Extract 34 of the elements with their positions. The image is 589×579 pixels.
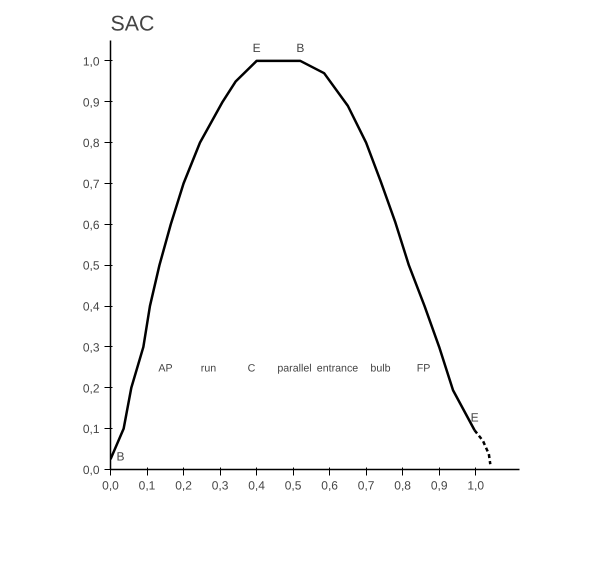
x-tick-label: 0,4 bbox=[248, 478, 266, 492]
annotation: AP bbox=[158, 362, 173, 374]
x-tick-label: 0,0 bbox=[102, 478, 120, 492]
y-tick-label: 0,1 bbox=[82, 422, 100, 436]
x-tick-label: 0,5 bbox=[284, 478, 302, 492]
annotation: run bbox=[200, 362, 216, 374]
x-tick-label: 0,3 bbox=[212, 478, 229, 492]
y-tick-label: 0,7 bbox=[82, 177, 100, 191]
x-tick-label: 0,7 bbox=[358, 478, 375, 492]
annotation: bulb bbox=[370, 362, 391, 374]
annotation: entrance bbox=[316, 362, 358, 374]
x-tick-label: 0,8 bbox=[394, 478, 412, 492]
y-tick-label: 0,5 bbox=[82, 258, 100, 273]
y-tick-label: 0,0 bbox=[82, 463, 100, 477]
chart-title: SAC bbox=[110, 12, 154, 36]
x-tick-label: 0,1 bbox=[138, 478, 156, 492]
annotation: FP bbox=[416, 362, 430, 374]
annotation: B bbox=[116, 449, 125, 464]
y-tick-label: 0,6 bbox=[82, 218, 100, 232]
x-tick-label: 0,6 bbox=[321, 478, 338, 492]
y-tick-label: 0,8 bbox=[82, 136, 100, 150]
annotation: C bbox=[248, 362, 256, 374]
x-tick-label: 0,2 bbox=[175, 478, 192, 492]
y-tick-label: 1,0 bbox=[82, 54, 100, 68]
x-tick-label: 1,0 bbox=[467, 478, 484, 492]
annotation: E bbox=[470, 410, 479, 424]
y-tick-label: 0,4 bbox=[82, 300, 100, 314]
y-tick-label: 0,2 bbox=[82, 381, 100, 396]
y-tick-label: 0,3 bbox=[82, 340, 100, 354]
y-tick-label: 0,9 bbox=[82, 95, 100, 110]
annotation: B bbox=[296, 40, 304, 55]
x-tick-label: 0,9 bbox=[430, 478, 448, 492]
annotation: E bbox=[252, 40, 261, 55]
annotation: parallel bbox=[277, 362, 312, 374]
